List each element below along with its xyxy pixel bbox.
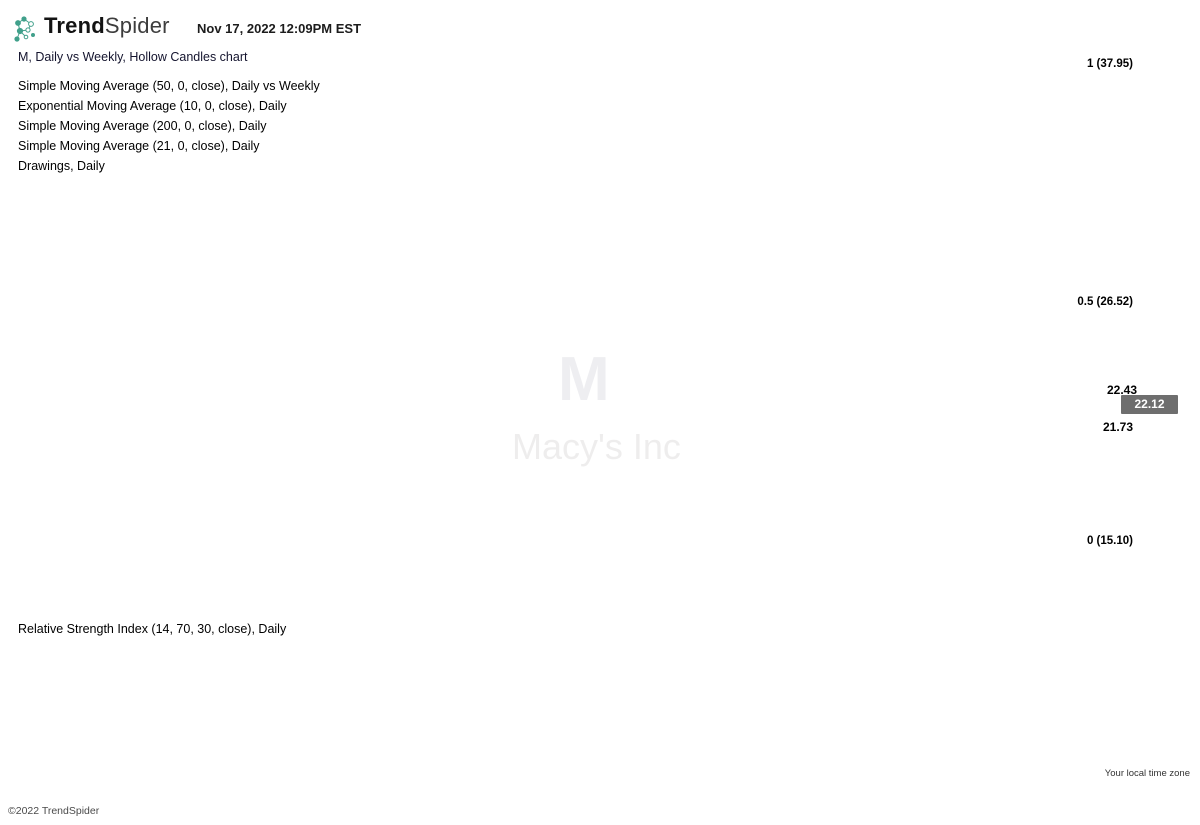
- chart-timestamp: Nov 17, 2022 12:09PM EST: [197, 21, 362, 36]
- brand-trend: Trend: [44, 13, 105, 38]
- fib-label-05: 0.5 (26.52): [1077, 296, 1133, 308]
- legend-item-drawings[interactable]: Drawings, Daily: [18, 159, 105, 173]
- fib-label-0: 0 (15.10): [1086, 535, 1133, 547]
- legend-item-ema10[interactable]: Exponential Moving Average (10, 0, close…: [18, 99, 287, 113]
- legend-item-sma21[interactable]: Simple Moving Average (21, 0, close), Da…: [18, 139, 260, 153]
- resistance-price-label: 22.43: [1106, 383, 1137, 397]
- rsi-indicator-label[interactable]: Relative Strength Index (14, 70, 30, clo…: [18, 622, 287, 636]
- current-price-badge: 22.12: [1121, 395, 1178, 414]
- support-price-label: 21.73: [1102, 420, 1133, 434]
- watermark-symbol: M: [558, 345, 610, 414]
- timezone-note: Your local time zone: [1104, 768, 1190, 779]
- trendspider-logo-icon[interactable]: [11, 13, 39, 45]
- watermark-company: Macy's Inc: [512, 426, 681, 467]
- chart-title: M, Daily vs Weekly, Hollow Candles chart: [18, 50, 248, 64]
- brand-name[interactable]: TrendSpider: [44, 13, 170, 39]
- legend-item-sma200[interactable]: Simple Moving Average (200, 0, close), D…: [18, 119, 267, 133]
- indicator-legend: Simple Moving Average (50, 0, close), Da…: [18, 76, 320, 176]
- legend-item-sma50[interactable]: Simple Moving Average (50, 0, close), Da…: [18, 79, 320, 93]
- fib-label-1: 1 (37.95): [1086, 58, 1133, 70]
- copyright-text: ©2022 TrendSpider: [8, 805, 100, 817]
- brand-spider: Spider: [104, 13, 170, 38]
